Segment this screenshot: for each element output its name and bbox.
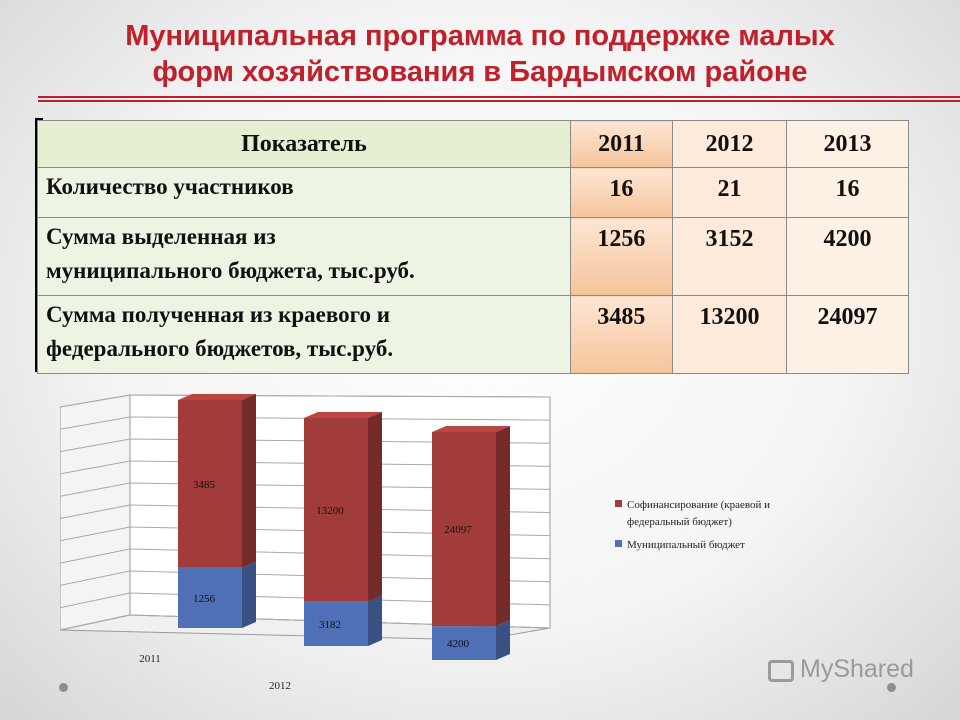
legend-swatch [615,540,622,547]
bar-segment [304,418,368,602]
bar-top [178,394,256,400]
row-label-line: муниципального бюджета, тыс.руб. [46,258,415,283]
cell-regional-2012: 13200 [671,295,788,374]
title-line-1: Муниципальная программа по поддержке мал… [125,20,835,52]
row-label-municipal: Сумма выделенная из муниципального бюдже… [37,217,571,296]
x-tick-label: 2012 [269,680,291,692]
cell-participants-2013: 16 [786,167,909,218]
row-label-line: Сумма выделенная из [46,224,276,249]
bar-segment [432,432,496,627]
table-row: Сумма полученная из краевого и федеральн… [37,295,909,374]
title-line-2: форм хозяйствования в Бардымском районе [152,56,808,88]
row-label-participants: Количество участников [37,167,571,218]
title-rule-bottom [38,100,960,102]
legend-label: Софинансирование (краевой и [627,499,770,511]
watermark-text: MyShared [800,655,914,683]
legend-swatch [615,500,622,507]
legend-label: Муниципальный бюджет [627,539,745,551]
bar-segment-side [368,595,382,646]
table-row: Сумма выделенная из муниципального бюдже… [37,217,909,296]
bar-segment [432,626,496,660]
gridline-side [60,614,131,631]
data-label: 4200 [447,638,470,650]
gridline-side [60,548,131,564]
gridline-side [60,460,131,475]
cell-regional-2011: 3485 [569,295,673,374]
indicators-table: Показатель 2011 2012 2013 Количество уча… [37,120,909,374]
cell-municipal-2011: 1256 [569,217,673,296]
header-indicator: Показатель [37,120,571,168]
header-2013: 2013 [786,120,909,168]
bar-top [304,412,382,418]
gridline-side [60,570,131,586]
bar-segment-side [368,412,382,602]
data-label: 24097 [444,524,472,536]
gridline-side [60,504,131,519]
data-label: 1256 [193,593,216,605]
cell-municipal-2012: 3152 [671,217,788,296]
gridline-side [60,438,131,453]
gridline-side [60,592,131,609]
title-rule-top [38,96,960,98]
cell-participants-2011: 16 [569,167,673,218]
cell-regional-2013: 24097 [786,295,909,374]
row-label-line: Сумма полученная из краевого и [46,302,391,327]
gridline-side [60,416,131,430]
bar-segment-side [242,394,256,568]
bar-segment [178,567,242,628]
header-2011: 2011 [569,120,673,168]
cell-participants-2012: 21 [671,167,788,218]
row-label-line: Количество участников [46,174,294,199]
gridline-side [60,526,131,542]
cell-municipal-2013: 4200 [786,217,909,296]
gridline-side [60,482,131,497]
slide-dot-right [887,683,896,692]
bar-segment-side [496,620,510,660]
bar-segment [304,601,368,646]
gridline-side [60,394,131,408]
bar-top [432,426,510,432]
slide-title: Муниципальная программа по поддержке мал… [0,18,960,90]
bar-segment-side [496,426,510,627]
data-label: 3182 [319,619,341,631]
row-label-regional: Сумма полученная из краевого и федеральн… [37,295,571,374]
legend-label: федеральный бюджет) [627,516,732,528]
slide-dot-left [59,683,68,692]
watermark-logo-icon [768,660,794,682]
bar-segment-side [242,561,256,628]
x-tick-label: 2013 [401,703,424,705]
table-row: Количество участников 16 21 16 [37,167,909,218]
row-label-line: федерального бюджетов, тыс.руб. [46,336,394,361]
x-tick-label: 2011 [139,653,161,665]
table-header-row: Показатель 2011 2012 2013 [37,120,909,168]
stacked-bar-chart: 0%10%20%30%40%50%60%70%80%90%100%1256348… [60,394,770,705]
bar-segment [178,400,242,568]
data-label: 13200 [316,505,344,517]
data-label: 3485 [193,479,216,491]
header-2012: 2012 [671,120,788,168]
